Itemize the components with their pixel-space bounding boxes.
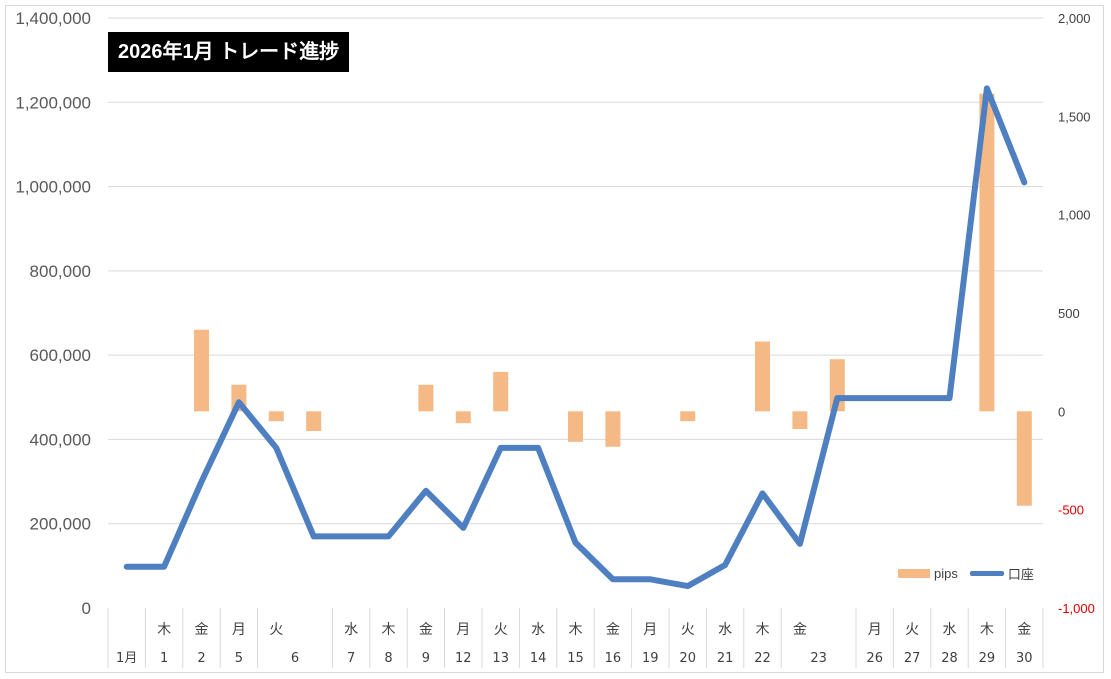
x-day-label: 26 xyxy=(866,651,883,666)
y-right-tick-label: 2,000 xyxy=(1058,11,1091,26)
chart-title: 2026年1月 トレード進捗 xyxy=(108,32,350,72)
x-day-label: 6 xyxy=(291,651,299,666)
bar-pips xyxy=(306,411,322,431)
x-weekday-label: 金 xyxy=(419,622,433,638)
chart-frame xyxy=(5,5,1104,673)
y-left-tick-label: 0 xyxy=(82,599,91,618)
line-account xyxy=(123,85,1028,590)
bar-pips xyxy=(755,341,770,412)
x-weekday-label: 月 xyxy=(232,622,246,638)
x-day-label: 7 xyxy=(347,651,355,666)
x-weekday-label: 月 xyxy=(643,622,657,638)
x-day-label: 1 xyxy=(160,651,168,666)
bar-pips xyxy=(268,411,284,422)
x-day-label: 23 xyxy=(810,651,827,666)
x-day-label: 15 xyxy=(567,651,584,666)
x-day-label: 16 xyxy=(605,651,622,666)
x-weekday-label: 金 xyxy=(606,622,620,638)
x-day-label: 8 xyxy=(384,651,392,666)
x-weekday-label: 月 xyxy=(868,622,882,638)
x-weekday-label: 水 xyxy=(718,622,732,638)
x-weekday-label: 火 xyxy=(269,622,283,638)
x-weekday-label: 水 xyxy=(344,622,358,638)
x-weekday-label: 水 xyxy=(531,622,545,638)
bar-pips xyxy=(493,372,509,412)
x-weekday-label: 木 xyxy=(382,622,396,638)
bar-pips xyxy=(979,93,995,412)
x-weekday-label: 金 xyxy=(195,622,209,638)
y-left-tick-label: 600,000 xyxy=(30,346,91,365)
x-day-label: 14 xyxy=(530,651,547,666)
y-right-tick-label: -1,000 xyxy=(1058,601,1095,616)
y-right-tick-label: 1,000 xyxy=(1058,208,1091,223)
x-day-label: 12 xyxy=(455,651,472,666)
bar-pips xyxy=(1016,411,1032,506)
y-left-tick-label: 400,000 xyxy=(30,430,91,449)
bar-pips xyxy=(418,384,434,412)
x-day-label: 29 xyxy=(979,651,996,666)
x-weekday-label: 火 xyxy=(681,622,695,638)
x-day-label: 9 xyxy=(422,651,430,666)
x-weekday-label: 金 xyxy=(1017,622,1031,638)
bar-pips xyxy=(194,329,209,412)
legend-label-account: 口座 xyxy=(1007,567,1034,582)
bar-pips xyxy=(455,411,471,424)
y-left-tick-label: 1,000,000 xyxy=(15,178,91,197)
y-right-tick-label: 1,500 xyxy=(1058,109,1091,124)
bar-pips xyxy=(680,411,696,422)
x-day-label: 21 xyxy=(717,651,734,666)
x-day-label: 30 xyxy=(1016,651,1033,666)
bar-pips xyxy=(792,411,808,430)
legend-label-pips: pips xyxy=(934,566,958,581)
x-weekday-label: 水 xyxy=(943,622,957,638)
x-weekday-label: 月 xyxy=(456,622,470,638)
x-weekday-label: 木 xyxy=(756,622,770,638)
x-day-label: 28 xyxy=(941,651,958,666)
x-weekday-label: 金 xyxy=(793,622,807,638)
y-left-tick-label: 1,400,000 xyxy=(15,9,91,28)
x-weekday-label: 木 xyxy=(980,622,994,638)
legend-swatch-account xyxy=(969,571,1004,576)
y-right-tick-label: 0 xyxy=(1058,404,1065,419)
x-day-label: 1月 xyxy=(116,651,137,666)
y-left-tick-label: 800,000 xyxy=(30,262,91,281)
x-weekday-label: 木 xyxy=(157,622,171,638)
x-day-label: 5 xyxy=(235,651,243,666)
bar-pips xyxy=(568,411,583,442)
x-day-label: 20 xyxy=(679,651,696,666)
x-weekday-label: 木 xyxy=(569,622,583,638)
y-right-tick-label: 500 xyxy=(1058,306,1080,321)
bar-pips xyxy=(605,411,621,447)
x-day-label: 13 xyxy=(492,651,509,666)
x-day-label: 2 xyxy=(197,651,205,666)
legend: pips 口座 xyxy=(898,564,1034,583)
x-weekday-label: 火 xyxy=(905,622,919,638)
x-day-label: 22 xyxy=(754,651,771,666)
x-weekday-label: 火 xyxy=(494,622,508,638)
legend-swatch-pips xyxy=(898,569,930,578)
x-day-label: 27 xyxy=(904,651,921,666)
y-left-tick-label: 1,200,000 xyxy=(15,93,91,112)
y-right-tick-label: -500 xyxy=(1058,503,1084,518)
y-left-tick-label: 200,000 xyxy=(30,515,91,534)
x-day-label: 19 xyxy=(642,651,659,666)
